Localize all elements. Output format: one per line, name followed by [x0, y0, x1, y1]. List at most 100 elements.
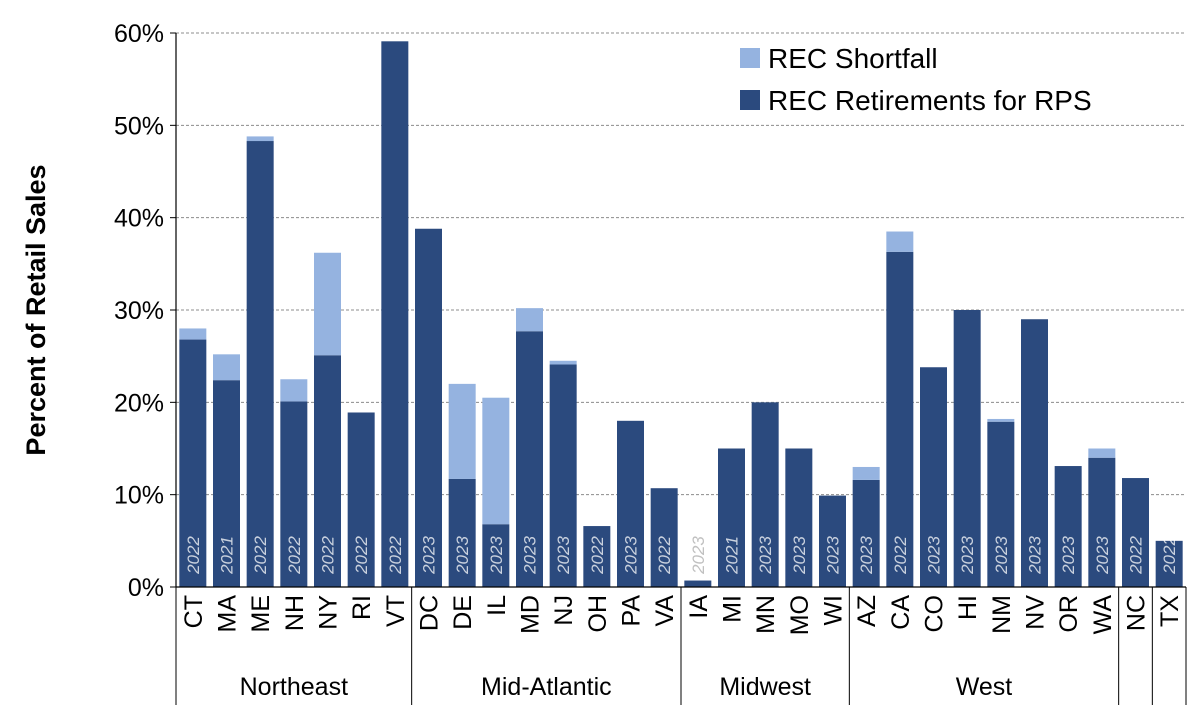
x-category-label: WA [1089, 595, 1117, 635]
data-year-label: 2021 [723, 536, 742, 575]
data-year-label: 2022 [285, 536, 304, 575]
x-category-label: CO [921, 595, 949, 633]
bar-retirements-ca [886, 251, 914, 587]
bar-retirements-ri [347, 412, 375, 587]
x-category-label: VA [651, 595, 679, 627]
bar-shortfall-wa [1088, 448, 1116, 458]
data-year-label: 2022 [655, 536, 674, 575]
bar-retirements-wi [819, 495, 846, 587]
data-year-label: 2022 [1160, 536, 1179, 575]
data-year-label: 2023 [992, 536, 1011, 575]
x-category-label: ME [247, 595, 275, 633]
data-year-label: 2023 [622, 536, 641, 575]
y-tick-label: 10% [114, 482, 164, 510]
data-year-label: 2022 [184, 536, 203, 575]
x-category-label: OH [584, 595, 612, 633]
y-ticks: 0% 10% 20% 30% 40% 50% 60% [114, 20, 176, 602]
x-category-label: MD [517, 595, 545, 634]
x-category-label: CA [887, 595, 915, 630]
bar-retirements-pa [617, 420, 644, 587]
data-year-label: 2021 [218, 536, 237, 575]
bar-shortfall-nm [987, 418, 1015, 422]
bar-shortfall-me [246, 136, 274, 142]
data-year-label: 2023 [554, 536, 573, 575]
x-categories: CT MA ME NH NY RI VT DC DE IL MD NJ OH PA VA IA MI MN MO WI… [180, 595, 1184, 636]
region-label: Northeast [240, 673, 348, 701]
y-tick-label: 50% [114, 112, 164, 140]
data-year-label: 2023 [790, 536, 809, 575]
bar-retirements-nj [549, 364, 577, 587]
y-tick-label: 40% [114, 205, 164, 233]
x-category-label: MI [719, 595, 747, 623]
legend-swatch-shortfall [740, 48, 760, 68]
bar-retirements-me [246, 141, 274, 587]
bar-retirements-dc [415, 228, 442, 587]
bar-retirements-nm [987, 421, 1015, 587]
x-category-label: NH [281, 595, 309, 631]
x-category-label: NC [1123, 595, 1151, 631]
x-category-label: VT [382, 595, 410, 627]
x-category-label: TX [1156, 595, 1184, 627]
x-category-label: IA [685, 595, 713, 619]
x-category-label: HI [954, 595, 982, 620]
data-year-label: 2023 [857, 536, 876, 575]
data-year-label: 2023 [1093, 536, 1112, 575]
bar-retirements-vt [381, 41, 409, 588]
region-label: West [956, 673, 1013, 701]
x-category-label: DE [449, 595, 477, 630]
x-category-label: NJ [550, 595, 578, 626]
bar-retirements-or [1054, 466, 1082, 587]
bar-retirements-tx [1155, 540, 1183, 587]
bar-shortfall-md [516, 308, 543, 332]
data-year-label: 2023 [925, 536, 944, 575]
data-year-label: 2023 [420, 536, 439, 575]
legend: REC Shortfall REC Retirements for RPS [740, 43, 1092, 116]
x-category-label: CT [180, 595, 208, 628]
bar-retirements-ct [179, 339, 207, 587]
data-year-label: 2023 [521, 536, 540, 575]
x-category-label: NV [1022, 595, 1050, 630]
data-year-label: 2023 [958, 536, 977, 575]
y-tick-label: 60% [114, 20, 164, 48]
bar-shortfall-ma [213, 354, 240, 381]
x-category-label: RI [348, 595, 376, 620]
bar-shortfall-ca [886, 231, 914, 252]
bar-retirements-nc [1122, 478, 1149, 587]
y-tick-label: 30% [114, 297, 164, 325]
y-tick-label: 20% [114, 389, 164, 417]
data-year-label: 2022 [891, 536, 910, 575]
data-year-label: 2022 [352, 536, 371, 575]
bar-retirements-de [448, 478, 476, 587]
data-year-label: 2023 [824, 536, 843, 575]
x-category-label: DC [416, 595, 444, 631]
data-year-label: 2023 [1026, 536, 1045, 575]
x-category-label: NM [988, 595, 1016, 634]
bar-retirements-oh [583, 526, 611, 587]
bar-retirements-hi [953, 310, 981, 587]
bars: 2022 2021 2022 2022 2022 2022 2022 2023 2023 2023… [179, 41, 1183, 588]
x-category-label: NY [315, 595, 343, 630]
bar-shortfall-de [448, 383, 476, 479]
data-year-label: 2022 [319, 536, 338, 575]
x-category-label: AZ [853, 595, 881, 627]
bar-retirements-nv [1021, 319, 1048, 587]
x-category-label: OR [1055, 595, 1083, 633]
bar-retirements-co [920, 367, 947, 587]
x-category-label: PA [618, 595, 646, 627]
data-year-label: 2023 [1059, 536, 1078, 575]
bar-shortfall-nj [549, 360, 577, 365]
bar-retirements-md [516, 331, 543, 587]
data-year-label: 2023 [453, 536, 472, 575]
x-category-label: MA [214, 595, 242, 633]
x-category-label: IL [483, 595, 511, 616]
data-year-label: 2023 [487, 536, 506, 575]
bar-retirements-ma [213, 380, 240, 587]
x-category-label: MO [786, 595, 814, 635]
x-category-label: WI [820, 595, 848, 626]
legend-label-shortfall: REC Shortfall [768, 43, 938, 74]
data-year-label: 2023 [689, 536, 708, 575]
region-label: Mid-Atlantic [481, 673, 612, 701]
y-tick-label: 0% [128, 574, 164, 602]
bar-retirements-va [650, 488, 678, 587]
